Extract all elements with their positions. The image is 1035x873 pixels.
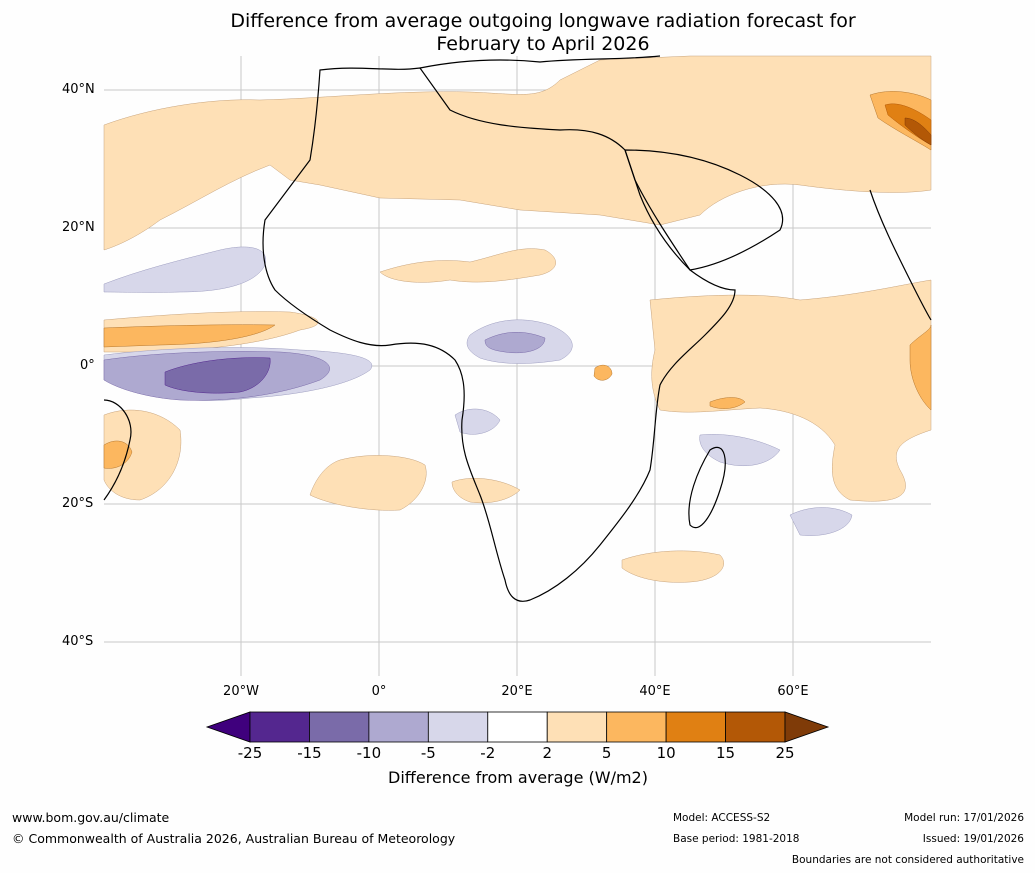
colorbar-extend-low [205, 711, 251, 743]
colorbar-box [665, 711, 726, 743]
madagascar-coastline [688, 446, 726, 528]
positive-anomaly-indian-ocean [649, 279, 932, 502]
colorbar-tick-label: -10 [356, 744, 382, 762]
colorbar-tick-label: 25 [775, 744, 795, 762]
negative-anomaly-southern-africa [454, 408, 501, 435]
colorbar-extend-high [784, 711, 830, 743]
anomaly-fields [103, 55, 932, 583]
lon-label: 20°E [501, 684, 533, 699]
lon-label: 40°E [639, 684, 671, 699]
lon-label: 0° [371, 684, 387, 699]
colorbar-box [487, 711, 548, 743]
footer-copyright: © Commonwealth of Australia 2026, Austra… [12, 831, 456, 846]
india-coastline [869, 189, 932, 321]
footer-url[interactable]: www.bom.gov.au/climate [12, 810, 170, 825]
negative-anomaly-indian [699, 434, 781, 467]
positive-anomaly-brazil-10 [103, 440, 133, 469]
footer-issued: Issued: 19/01/2026 [922, 833, 1024, 845]
colorbar-tick-label: -15 [297, 744, 322, 762]
colorbar-tick-label: -2 [480, 744, 496, 762]
footer-model: Model: ACCESS-S2 [673, 812, 771, 824]
positive-anomaly-lake-victoria [593, 364, 613, 381]
colorbar-tick-label: 5 [601, 744, 612, 762]
positive-anomaly-south-atlantic [309, 455, 427, 511]
colorbar-box [725, 711, 786, 743]
colorbar [205, 711, 830, 743]
lon-label: 20°W [223, 684, 259, 699]
colorbar-box [309, 711, 370, 743]
lon-label: 60°E [777, 684, 809, 699]
europe-coastline [419, 55, 661, 69]
arabia-coastline [624, 149, 784, 271]
negative-anomaly-westafrica-north [103, 246, 267, 293]
colorbar-title: Difference from average (W/m2) [388, 768, 648, 787]
lat-label: 0° [80, 358, 95, 373]
positive-anomaly-ne-25 [904, 117, 932, 146]
positive-anomaly-east-south [621, 550, 724, 583]
positive-anomaly-southern-africa-plume [451, 478, 521, 504]
footer-model-run: Model run: 17/01/2026 [904, 812, 1024, 824]
coastlines [103, 55, 932, 602]
lat-label: 20°S [62, 496, 94, 511]
lat-label: 20°N [62, 220, 95, 235]
footer-base-period: Base period: 1981-2018 [673, 833, 800, 845]
positive-anomaly-indian-10 [909, 324, 932, 411]
colorbar-box [427, 711, 489, 743]
negative-anomaly-indian-south [789, 507, 853, 536]
colorbar-tick-label: 15 [716, 744, 736, 762]
colorbar-box [606, 711, 667, 743]
south-america-coastline [103, 399, 132, 501]
footer-disclaimer: Boundaries are not considered authoritat… [791, 854, 1024, 866]
positive-anomaly-north [103, 55, 932, 251]
positive-anomaly-brazil [103, 409, 182, 501]
colorbar-box [368, 711, 429, 743]
colorbar-tick-label: -5 [420, 744, 436, 762]
positive-anomaly-sahel [379, 248, 556, 283]
colorbar-tick-label: 2 [542, 744, 552, 762]
chart-title: Difference from average outgoing longwav… [0, 10, 1035, 56]
positive-anomaly-indian-10b [709, 397, 746, 409]
colorbar-box [249, 711, 310, 743]
negative-anomaly-atlantic-dark [164, 357, 271, 394]
negative-anomaly-congo-mid [484, 332, 546, 354]
colorbar-tick-label: 10 [656, 744, 676, 762]
lat-label: 40°N [62, 82, 95, 97]
colorbar-tick-label: -25 [237, 744, 263, 762]
colorbar-box [546, 711, 608, 743]
positive-anomaly-10 [103, 324, 276, 348]
title-line-1: Difference from average outgoing longwav… [230, 10, 856, 32]
lat-label: 40°S [62, 634, 94, 649]
title-line-2: February to April 2026 [436, 33, 650, 55]
